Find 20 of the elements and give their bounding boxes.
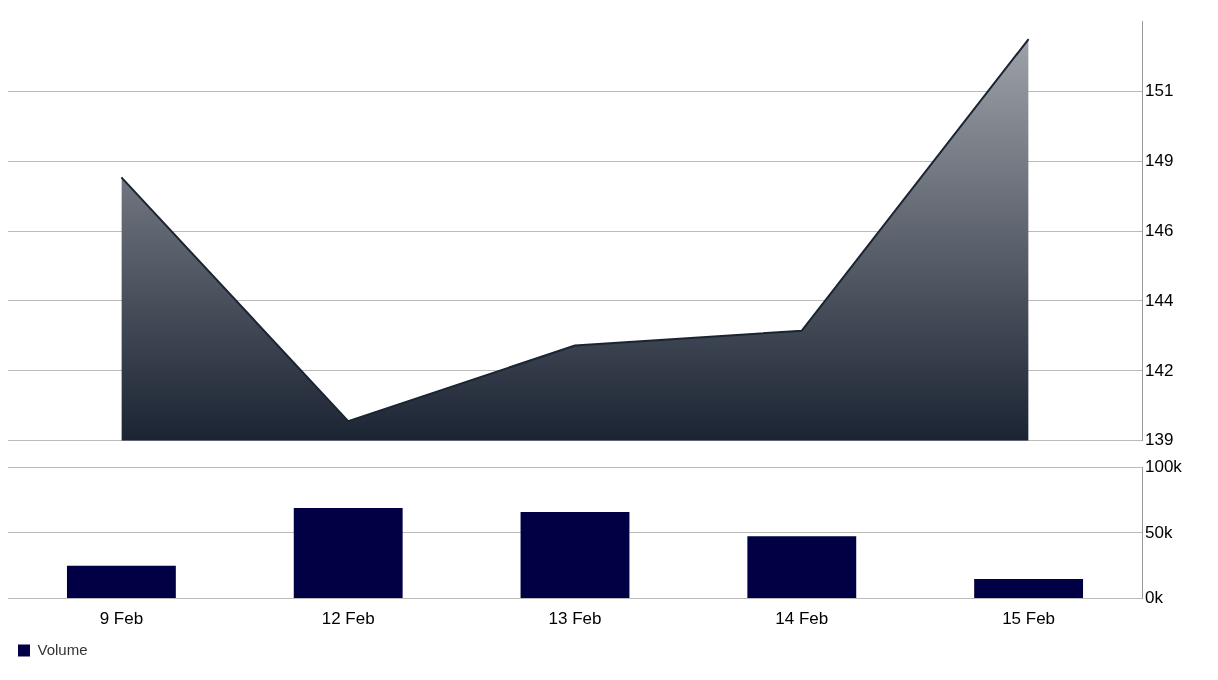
bar — [974, 578, 1084, 599]
y-tick-label: 139 — [1145, 430, 1174, 450]
bar — [520, 511, 630, 599]
bar — [747, 536, 857, 599]
y-tick-label: 0k — [1145, 588, 1164, 608]
y-tick-label: 144 — [1145, 290, 1174, 310]
y-tick-label: 50k — [1145, 522, 1173, 542]
legend-label: Volume — [37, 640, 88, 658]
y-tick-label: 146 — [1145, 220, 1174, 240]
x-tick-label: 12 Feb — [321, 609, 375, 629]
bar — [66, 565, 176, 599]
y-tick-label: 100k — [1145, 456, 1183, 476]
y-tick-label: 142 — [1145, 360, 1174, 380]
x-tick-label: 15 Feb — [1002, 609, 1056, 629]
x-tick-label: 14 Feb — [775, 609, 829, 629]
y-tick-label: 149 — [1145, 150, 1174, 170]
y-tick-label: 151 — [1145, 80, 1174, 100]
x-tick-label: 13 Feb — [548, 609, 602, 629]
x-tick-label: 9 Feb — [99, 609, 144, 629]
bar — [293, 507, 403, 599]
